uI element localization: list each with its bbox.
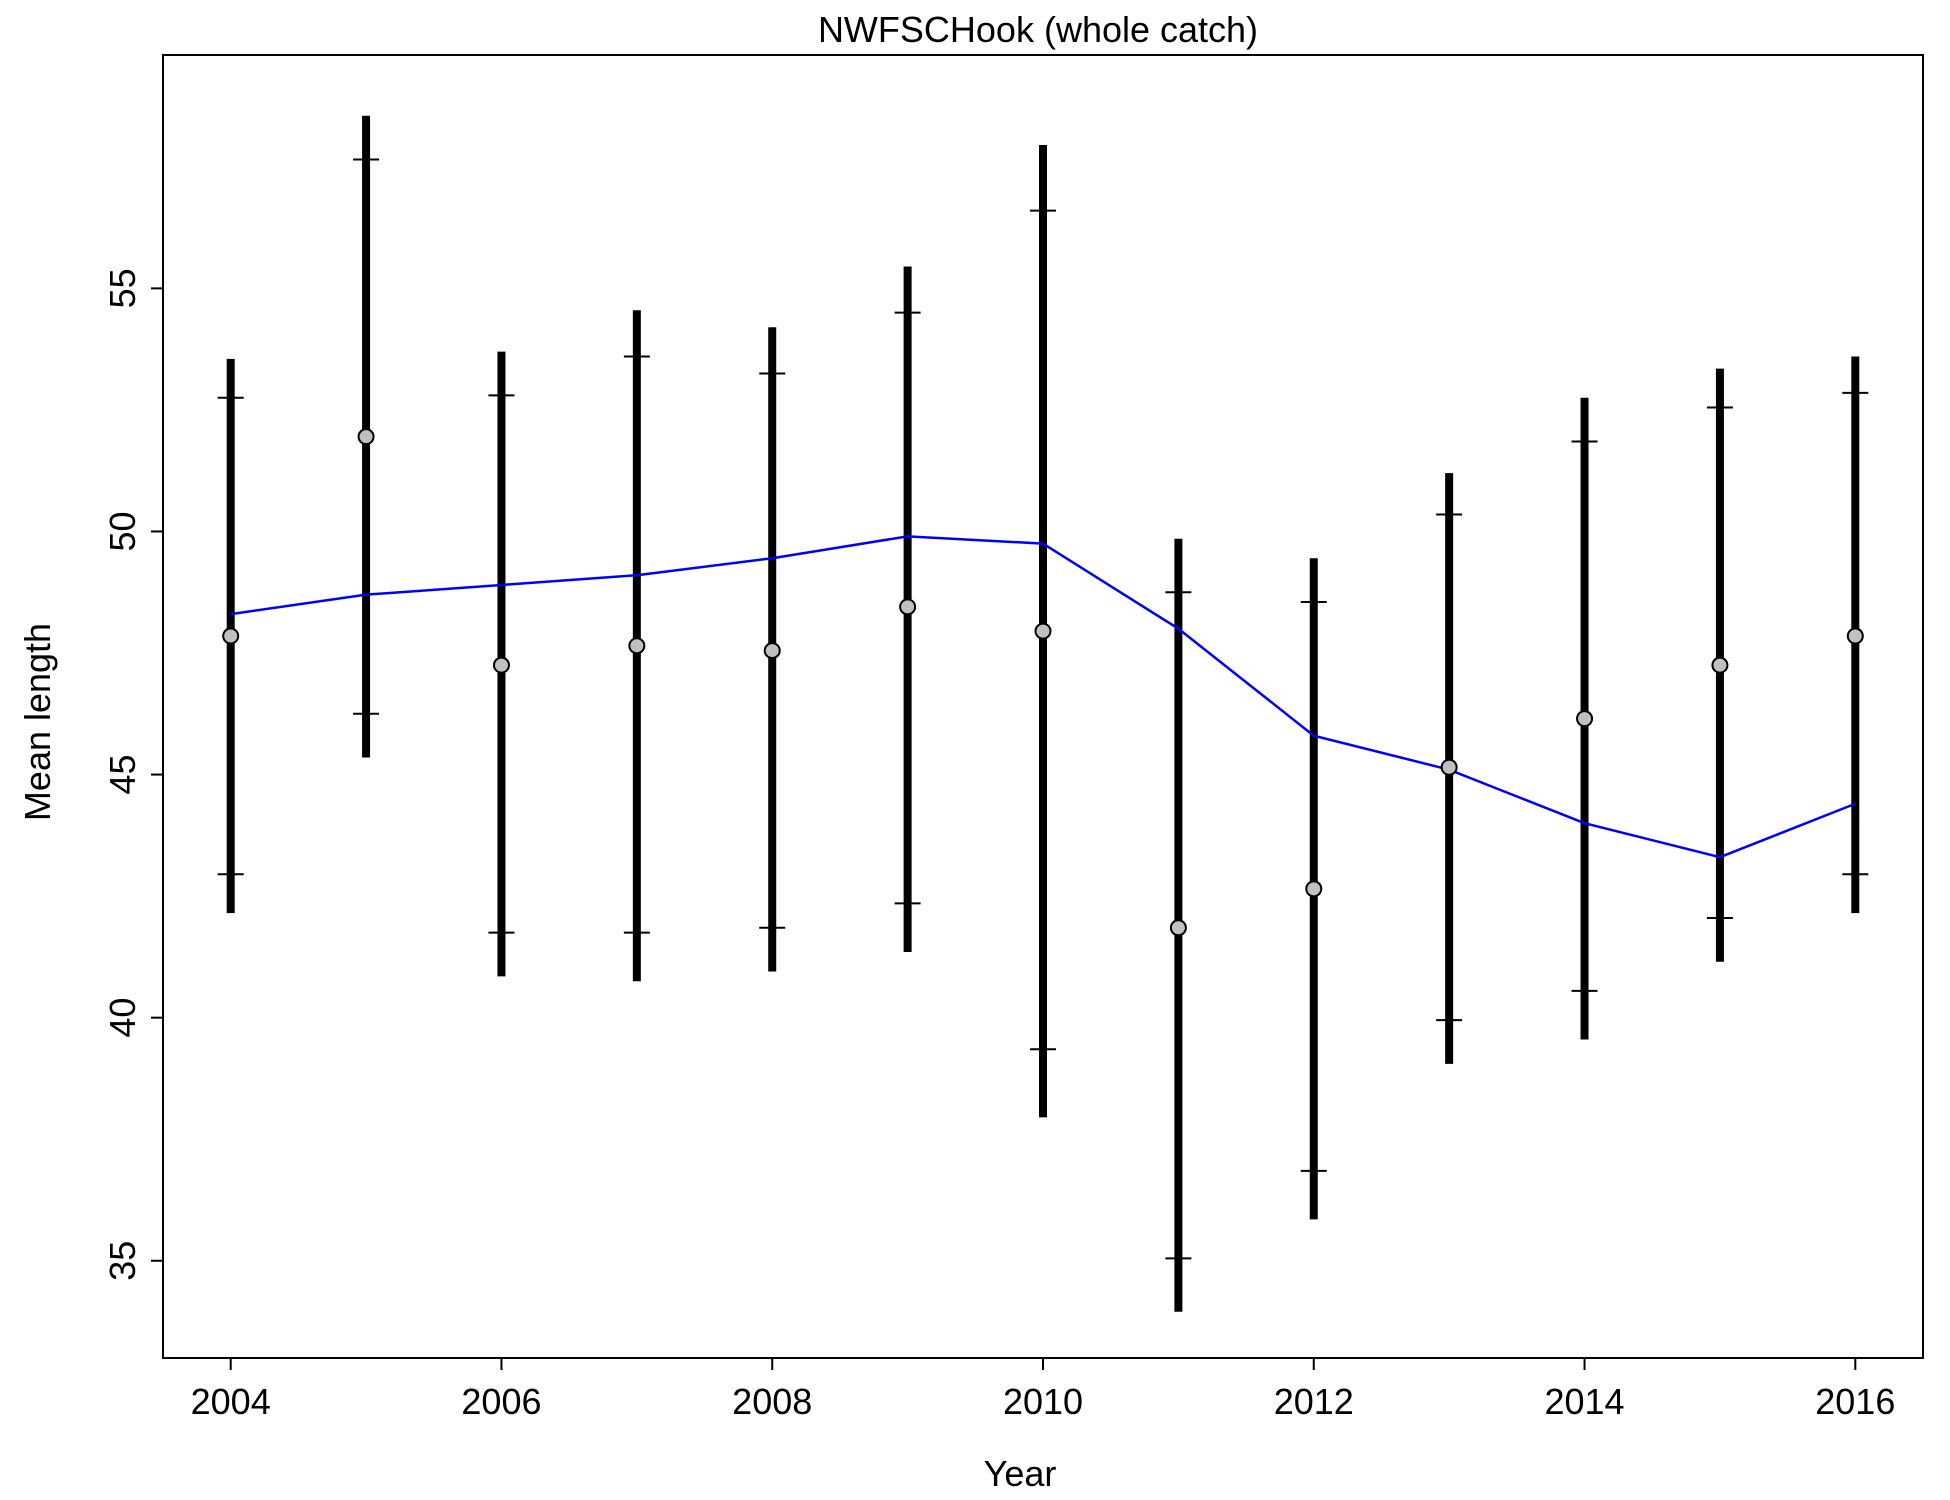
observed-point-2006 bbox=[492, 656, 510, 674]
observed-point-2015 bbox=[1711, 656, 1729, 674]
expected-line bbox=[230, 535, 1856, 859]
observed-point-2005 bbox=[357, 428, 375, 446]
observed-point-2010 bbox=[1034, 622, 1052, 640]
x-tick-label-2014: 2014 bbox=[1544, 1381, 1624, 1422]
x-axis: 2004 2006 2008 2010 2012 2014 2016 bbox=[191, 1358, 1895, 1422]
observed-point-2014 bbox=[1576, 710, 1594, 728]
observed-point-2004 bbox=[222, 627, 240, 645]
observed-point-2012 bbox=[1305, 880, 1323, 898]
x-axis-label: Year bbox=[984, 1453, 1057, 1494]
x-tick-label-2012: 2012 bbox=[1274, 1381, 1354, 1422]
observed-point-2016 bbox=[1846, 627, 1864, 645]
x-tick-label-2016: 2016 bbox=[1815, 1381, 1895, 1422]
observed-point-2013 bbox=[1440, 758, 1458, 776]
x-tick-label-2010: 2010 bbox=[1003, 1381, 1083, 1422]
y-tick-label-45: 45 bbox=[102, 755, 143, 795]
y-axis-label: Mean length bbox=[17, 623, 58, 821]
observed-point-2009 bbox=[899, 598, 917, 616]
x-tick-label-2004: 2004 bbox=[191, 1381, 271, 1422]
x-tick-label-2008: 2008 bbox=[732, 1381, 812, 1422]
x-tick-label-2006: 2006 bbox=[461, 1381, 541, 1422]
y-axis: 35 40 45 50 55 bbox=[102, 268, 163, 1281]
chart-title: NWFSCHook (whole catch) bbox=[818, 9, 1258, 50]
chart-marks bbox=[217, 115, 1869, 1312]
y-tick-label-40: 40 bbox=[102, 998, 143, 1038]
observed-point-2011 bbox=[1169, 919, 1187, 937]
observed-point-2008 bbox=[763, 642, 781, 660]
y-tick-label-55: 55 bbox=[102, 268, 143, 308]
y-tick-label-50: 50 bbox=[102, 511, 143, 551]
y-tick-label-35: 35 bbox=[102, 1241, 143, 1281]
observed-point-2007 bbox=[628, 637, 646, 655]
